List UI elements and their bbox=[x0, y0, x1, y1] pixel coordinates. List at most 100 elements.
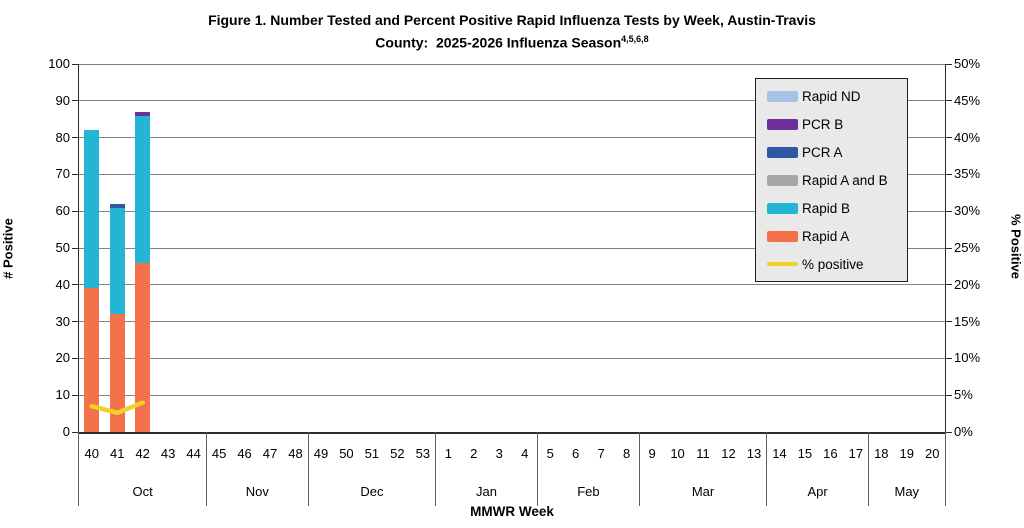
week-label: 9 bbox=[648, 446, 656, 461]
week-label: 53 bbox=[415, 446, 431, 461]
gridline bbox=[79, 173, 945, 175]
week-label: 7 bbox=[597, 446, 605, 461]
legend-item-positive: % positive bbox=[756, 250, 907, 278]
y-left-tick bbox=[72, 321, 79, 323]
y-axis-title-left: # Positive bbox=[0, 218, 16, 279]
y-right-tick-label: 30% bbox=[954, 203, 981, 219]
legend-color-swatch bbox=[767, 118, 798, 130]
y-left-tick bbox=[72, 210, 79, 212]
y-left-tick bbox=[72, 284, 79, 286]
legend-item-rapid-nd: Rapid ND bbox=[756, 82, 907, 110]
week-label: 40 bbox=[84, 446, 99, 461]
legend-color-swatch bbox=[767, 90, 798, 102]
month-label: Mar bbox=[691, 484, 715, 499]
legend-label: Rapid B bbox=[802, 200, 851, 216]
y-right-tick bbox=[945, 431, 952, 433]
week-label: 11 bbox=[696, 446, 710, 461]
y-axis-title-right: % Positive bbox=[1008, 213, 1024, 280]
week-label: 52 bbox=[390, 446, 405, 461]
week-label: 42 bbox=[135, 446, 150, 461]
y-right-tick-label: 15% bbox=[954, 313, 981, 329]
week-label: 4 bbox=[521, 446, 529, 461]
week-label: 3 bbox=[495, 446, 503, 461]
y-left-tick bbox=[72, 431, 79, 433]
x-axis-title: MMWR Week bbox=[470, 504, 554, 519]
y-right-tick bbox=[945, 210, 952, 212]
y-left-tick-label: 10 bbox=[55, 387, 70, 403]
legend-line-swatch bbox=[767, 262, 798, 266]
bar-segment-rapid-a bbox=[84, 288, 100, 432]
y-left-tick-label: 90 bbox=[55, 92, 70, 108]
legend-item-rapid-b: Rapid B bbox=[756, 194, 907, 222]
bottom-axis-line bbox=[78, 432, 946, 434]
y-right-tick-label: 25% bbox=[954, 240, 981, 255]
y-right-tick-label: 20% bbox=[954, 276, 981, 292]
legend-color-swatch bbox=[767, 146, 798, 158]
month-separator bbox=[868, 432, 870, 506]
month-label: May bbox=[894, 484, 920, 499]
week-label: 8 bbox=[622, 446, 631, 461]
y-left-tick bbox=[72, 137, 79, 139]
month-separator bbox=[78, 432, 79, 506]
legend-item-pcr-b: PCR B bbox=[756, 110, 907, 138]
chart-title-line2: County: 2025-2026 Influenza Season4,5,6,… bbox=[375, 34, 649, 51]
chart-title: Figure 1. Number Tested and Percent Posi… bbox=[0, 11, 1024, 53]
gridline bbox=[79, 100, 945, 102]
week-label: 51 bbox=[364, 446, 380, 461]
gridline bbox=[79, 137, 945, 139]
y-left-tick-label: 20 bbox=[55, 350, 70, 366]
bar-segment-rapid-a bbox=[135, 262, 151, 432]
week-label: 41 bbox=[109, 446, 125, 461]
legend-label: Rapid A bbox=[802, 228, 850, 244]
month-separator bbox=[435, 432, 437, 506]
y-left-tick-label: 0 bbox=[62, 424, 70, 439]
week-label: 15 bbox=[797, 446, 813, 461]
y-left-tick bbox=[72, 63, 79, 65]
y-left-tick-label: 70 bbox=[55, 166, 70, 182]
week-label: 1 bbox=[444, 446, 452, 461]
week-label: 48 bbox=[288, 446, 303, 461]
month-label: Apr bbox=[807, 484, 828, 499]
month-label: Jan bbox=[476, 484, 497, 499]
legend-label: Rapid ND bbox=[802, 88, 861, 104]
gridline bbox=[79, 394, 945, 396]
gridline bbox=[79, 247, 945, 249]
bar-segment-pcr-b bbox=[135, 111, 151, 116]
month-label: Feb bbox=[577, 484, 600, 499]
month-separator bbox=[766, 432, 768, 506]
month-separator bbox=[536, 432, 538, 506]
y-right-tick-label: 10% bbox=[954, 350, 981, 366]
week-label: 47 bbox=[262, 446, 278, 461]
legend-color-swatch bbox=[767, 202, 798, 214]
y-right-tick bbox=[945, 137, 952, 139]
legend-label: % positive bbox=[802, 256, 864, 272]
y-left-tick-label: 40 bbox=[55, 276, 70, 292]
y-left-tick bbox=[72, 247, 79, 249]
y-right-tick bbox=[945, 394, 952, 396]
y-right-tick-label: 35% bbox=[954, 166, 981, 182]
y-left-tick-label: 80 bbox=[55, 129, 70, 145]
legend-color-swatch bbox=[767, 230, 798, 242]
week-label: 49 bbox=[313, 446, 329, 461]
y-right-tick bbox=[945, 357, 952, 359]
y-right-tick-label: 0% bbox=[954, 424, 973, 439]
month-separator bbox=[307, 432, 309, 506]
week-label: 19 bbox=[899, 446, 915, 461]
week-label: 13 bbox=[746, 446, 762, 461]
bar-segment-pcr-a bbox=[109, 203, 125, 208]
y-right-tick bbox=[945, 247, 952, 249]
week-label: 2 bbox=[470, 446, 478, 461]
week-label: 46 bbox=[237, 446, 252, 461]
chart-legend: Rapid ND PCR B PCR A Rapid A and B Rapid B Ra… bbox=[755, 78, 908, 282]
month-separator bbox=[638, 432, 640, 506]
y-left-tick bbox=[72, 173, 79, 175]
bar-segment-rapid-a bbox=[109, 314, 125, 432]
week-label: 5 bbox=[546, 446, 554, 461]
gridline bbox=[79, 357, 945, 359]
y-left-tick bbox=[72, 394, 79, 396]
y-right-tick bbox=[945, 63, 952, 65]
week-label: 16 bbox=[823, 446, 838, 461]
legend-label: Rapid A and B bbox=[802, 172, 888, 188]
y-right-tick bbox=[945, 173, 952, 175]
